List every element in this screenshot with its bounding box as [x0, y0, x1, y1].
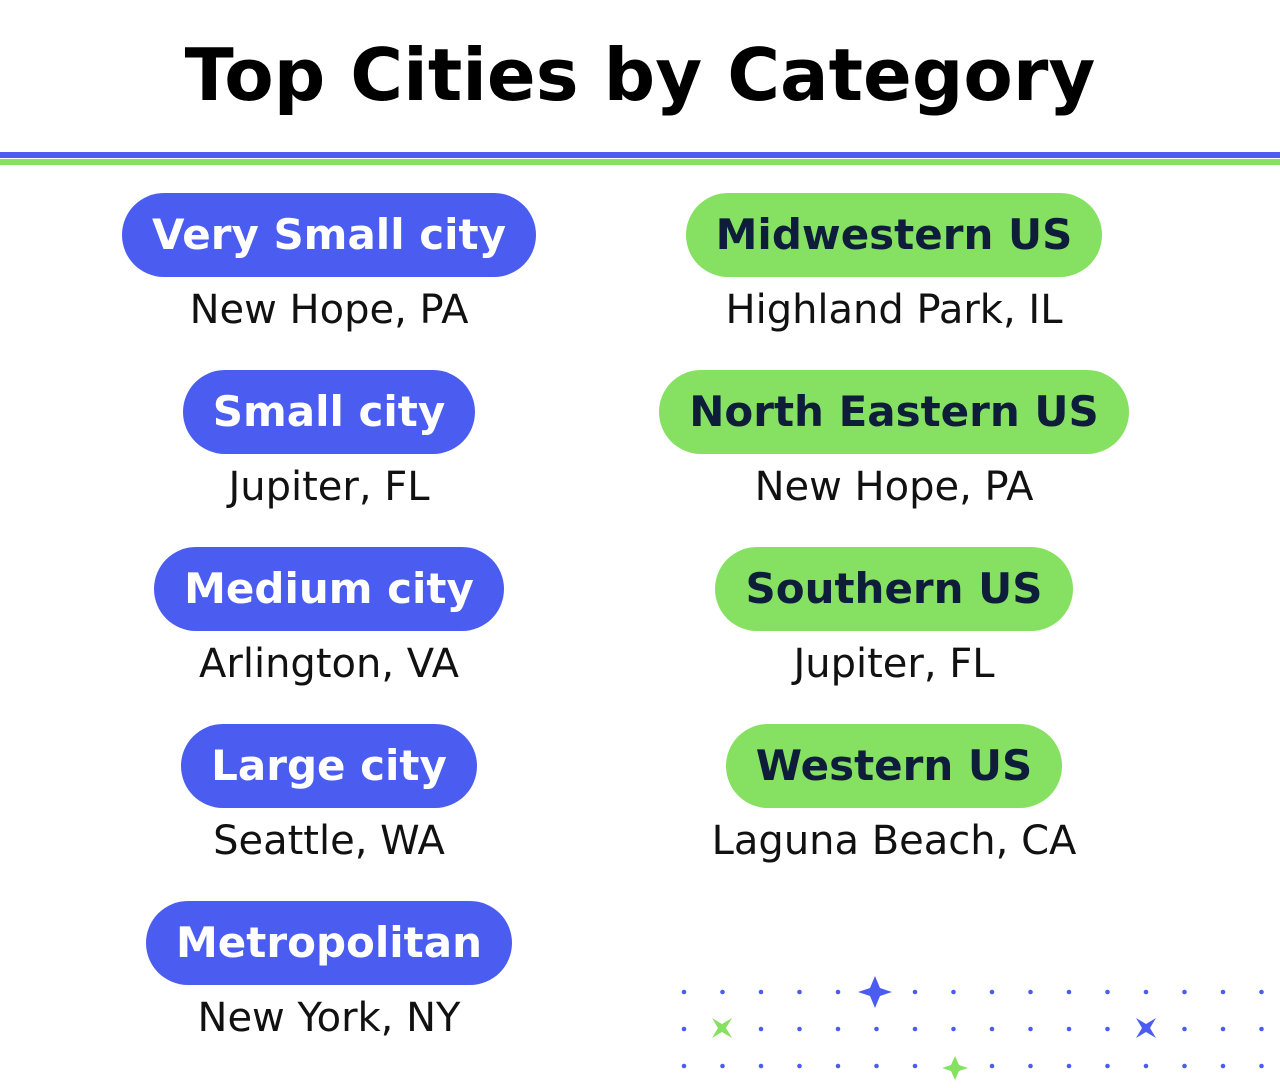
- category-label: Small city: [182, 370, 476, 454]
- city-name: Seattle, WA: [213, 818, 445, 864]
- city-name: Jupiter, FL: [793, 641, 995, 687]
- category-label: Metropolitan: [146, 901, 512, 985]
- category-label: Southern US: [715, 547, 1073, 631]
- size-column: Very Small city New Hope, PA Small city Jup…: [19, 193, 639, 1078]
- city-name: New Hope, PA: [754, 464, 1034, 510]
- category-item: Very Small city New Hope, PA: [19, 193, 639, 370]
- category-label: Midwestern US: [685, 193, 1103, 277]
- city-name: Jupiter, FL: [228, 464, 430, 510]
- category-item: Medium city Arlington, VA: [19, 547, 639, 724]
- divider-green: [0, 159, 1280, 165]
- star: [858, 976, 892, 1008]
- star: [712, 1018, 732, 1038]
- decoration: [660, 970, 1280, 1088]
- city-name: New Hope, PA: [189, 287, 469, 333]
- dot-grid: [660, 970, 1280, 1088]
- category-label: Very Small city: [122, 193, 536, 277]
- category-item: Large city Seattle, WA: [19, 724, 639, 901]
- city-name: Arlington, VA: [199, 641, 459, 687]
- city-name: Highland Park, IL: [725, 287, 1063, 333]
- category-item: Western US Laguna Beach, CA: [584, 724, 1204, 901]
- category-item: Small city Jupiter, FL: [19, 370, 639, 547]
- category-label: Western US: [725, 724, 1063, 808]
- category-item: Metropolitan New York, NY: [19, 901, 639, 1078]
- category-item: Midwestern US Highland Park, IL: [584, 193, 1204, 370]
- title: Top Cities by Category: [184, 33, 1096, 117]
- star: [942, 1056, 968, 1080]
- region-column: Midwestern US Highland Park, IL North East…: [584, 193, 1204, 901]
- category-item: North Eastern US New Hope, PA: [584, 370, 1204, 547]
- star: [1136, 1018, 1156, 1038]
- city-name: New York, NY: [197, 995, 461, 1041]
- category-label: North Eastern US: [659, 370, 1129, 454]
- divider-blue: [0, 152, 1280, 158]
- category-label: Large city: [181, 724, 477, 808]
- category-item: Southern US Jupiter, FL: [584, 547, 1204, 724]
- city-name: Laguna Beach, CA: [711, 818, 1077, 864]
- category-label: Medium city: [154, 547, 504, 631]
